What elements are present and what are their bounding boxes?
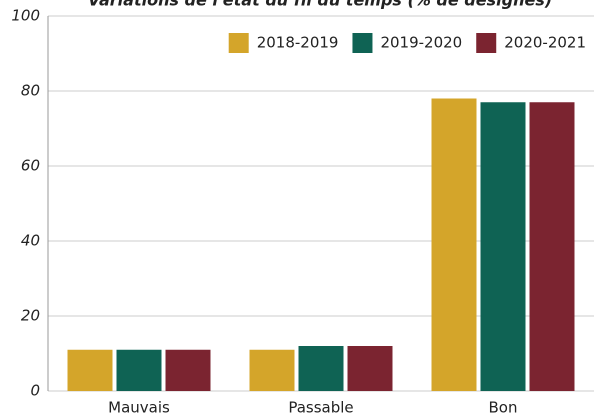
bar [67, 349, 113, 391]
bar [347, 346, 393, 391]
chart-title: Variations de l'état du fil du temps (% … [88, 0, 552, 10]
bar [298, 346, 344, 391]
y-tick-label: 40 [21, 232, 40, 250]
bar [165, 349, 211, 391]
legend-label: 2019-2020 [380, 34, 462, 52]
legend-label: 2020-2021 [504, 34, 586, 52]
x-tick-label: Passable [288, 399, 353, 417]
y-tick-label: 0 [30, 382, 40, 400]
legend-swatch [476, 33, 497, 53]
legend-swatch [228, 33, 249, 53]
y-tick-label: 80 [21, 82, 40, 100]
bar [529, 102, 575, 391]
y-tick-label: 20 [21, 307, 40, 325]
x-tick-label: Mauvais [108, 399, 170, 417]
bar [431, 98, 477, 391]
legend-swatch [352, 33, 373, 53]
bar [249, 349, 295, 391]
y-tick-label: 60 [21, 157, 40, 175]
bar [116, 349, 162, 391]
legend-label: 2018-2019 [257, 34, 339, 52]
bar [480, 102, 526, 391]
x-tick-label: Bon [489, 399, 518, 417]
y-tick-label: 100 [11, 7, 40, 25]
